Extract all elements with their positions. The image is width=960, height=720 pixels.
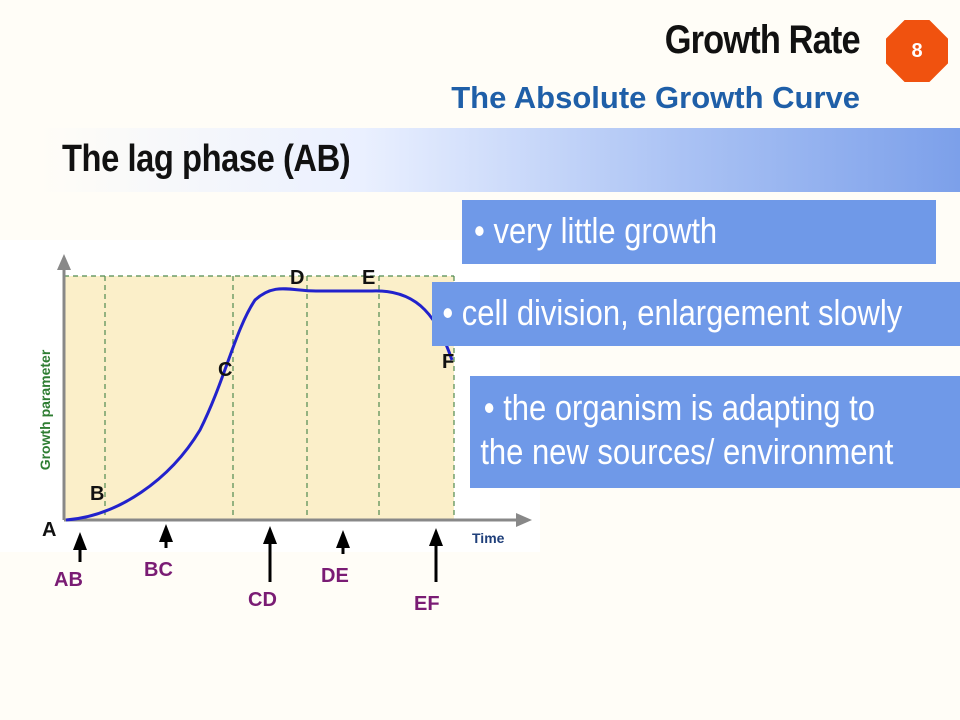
bullet-box-little-growth: • very little growth (462, 200, 936, 264)
point-label-c: C (218, 359, 232, 381)
bullet-text-line-2: the new sources/ environment (480, 431, 894, 472)
phase-label-ab: AB (54, 569, 83, 591)
phase-label-cd: CD (248, 589, 277, 611)
phase-label-de: DE (321, 565, 349, 587)
slide-subtitle: The Absolute Growth Curve (451, 80, 860, 115)
point-label-a: A (42, 519, 56, 541)
phase-label-ef: EF (414, 593, 440, 615)
phase-arrow-ab-head (73, 532, 87, 550)
point-label-d: D (290, 267, 304, 289)
bullet-box-cell-division: • cell division, enlargement slowly (432, 282, 960, 346)
section-heading: The lag phase (AB) (62, 138, 351, 180)
y-axis-arrow (57, 254, 71, 270)
bullet-text: • cell division, enlargement slowly (442, 292, 903, 333)
page-number-badge: 8 (886, 20, 948, 82)
bullet-text: • very little growth (474, 210, 718, 251)
slide-title: Growth Rate (664, 18, 861, 62)
x-axis-label: Time (472, 530, 505, 546)
phase-label-bc: BC (144, 559, 173, 581)
y-axis-label: Growth parameter (37, 349, 53, 470)
phase-arrow-cd-head (263, 526, 277, 544)
phase-arrow-de-head (336, 530, 350, 548)
section-banner: The lag phase (AB) (40, 128, 960, 192)
bullet-box-adapting: • the organism is adapting to the new so… (470, 376, 960, 488)
bullet-text-line-1: • the organism is adapting to (483, 387, 875, 428)
point-label-e: E (362, 267, 375, 289)
plot-area (64, 276, 454, 520)
phase-arrow-bc-head (159, 524, 173, 542)
point-label-f: F (442, 351, 454, 373)
phase-arrow-ef-head (429, 528, 443, 546)
growth-curve (65, 287, 454, 522)
point-label-b: B (90, 483, 104, 505)
x-axis-arrow (516, 513, 532, 527)
